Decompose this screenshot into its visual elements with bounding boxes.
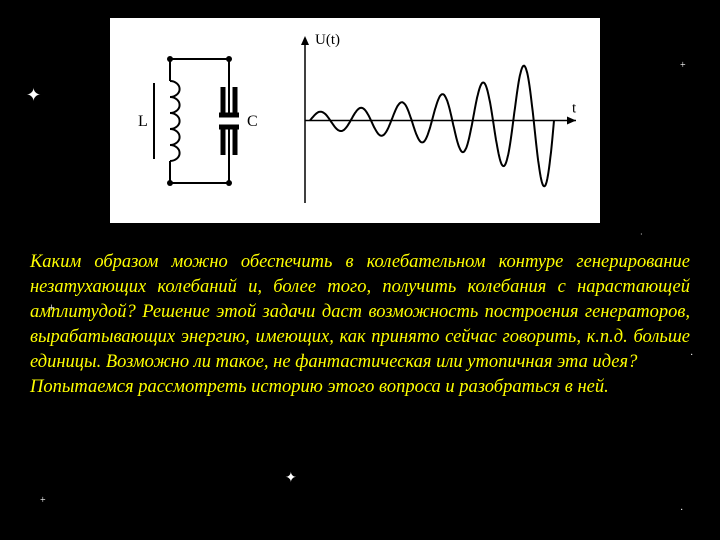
paragraph: Каким образом можно обеспечить в колебат… xyxy=(30,250,690,375)
star-icon: · xyxy=(640,230,643,239)
star-icon: + xyxy=(40,495,46,506)
star-icon: + xyxy=(680,60,686,71)
figure-panel: LC U(t)t xyxy=(110,18,600,223)
star-icon: · xyxy=(690,350,693,361)
star-icon: ✦ xyxy=(26,85,41,106)
inductor-label: L xyxy=(138,113,148,130)
star-icon: · xyxy=(680,505,683,516)
oscillation-graph: U(t) t xyxy=(285,28,590,213)
lc-circuit-diagram: LC xyxy=(120,31,275,211)
star-icon: ✦ xyxy=(285,470,297,487)
capacitor-label: C xyxy=(247,113,258,130)
paragraph: Попытаемся рассмотреть историю этого воп… xyxy=(30,375,690,400)
body-text: Каким образом можно обеспечить в колебат… xyxy=(30,250,690,400)
x-axis-label: t xyxy=(572,101,577,117)
growing-wave xyxy=(310,66,554,187)
y-axis-label: U(t) xyxy=(315,32,340,48)
